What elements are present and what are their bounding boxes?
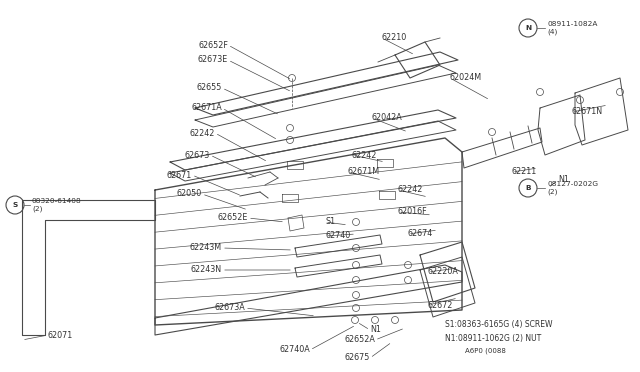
Text: 62652F: 62652F bbox=[198, 41, 228, 49]
Text: 62243M: 62243M bbox=[190, 244, 222, 253]
Text: 62740A: 62740A bbox=[279, 346, 310, 355]
Text: 62220A: 62220A bbox=[428, 267, 459, 276]
Text: 62242: 62242 bbox=[189, 128, 215, 138]
Text: 62674: 62674 bbox=[408, 230, 433, 238]
Text: 62673: 62673 bbox=[185, 151, 210, 160]
Text: 62675: 62675 bbox=[344, 353, 370, 362]
Text: 62211: 62211 bbox=[512, 167, 537, 176]
Text: 62740: 62740 bbox=[325, 231, 350, 241]
Text: 62042A: 62042A bbox=[372, 113, 403, 122]
Text: 08127-0202G
(2): 08127-0202G (2) bbox=[547, 181, 598, 195]
Text: 62242: 62242 bbox=[352, 151, 378, 160]
Text: 62050: 62050 bbox=[177, 189, 202, 199]
Text: 62652E: 62652E bbox=[218, 214, 248, 222]
Text: 62671N: 62671N bbox=[572, 108, 603, 116]
Text: 62210: 62210 bbox=[382, 33, 407, 42]
Text: 62243N: 62243N bbox=[191, 266, 222, 275]
Text: S1:08363-6165G (4) SCREW: S1:08363-6165G (4) SCREW bbox=[445, 320, 552, 329]
Text: 62671M: 62671M bbox=[348, 167, 380, 176]
Text: 62242: 62242 bbox=[398, 186, 424, 195]
Text: N1:08911-1062G (2) NUT: N1:08911-1062G (2) NUT bbox=[445, 334, 541, 343]
Text: N: N bbox=[525, 25, 531, 31]
Text: 08320-61408
(2): 08320-61408 (2) bbox=[32, 198, 82, 212]
Text: S1: S1 bbox=[325, 218, 335, 227]
Text: 62673A: 62673A bbox=[214, 304, 245, 312]
Text: 08911-1082A
(4): 08911-1082A (4) bbox=[547, 21, 597, 35]
Text: 62673E: 62673E bbox=[198, 55, 228, 64]
Text: A6P0 (0088: A6P0 (0088 bbox=[465, 348, 506, 355]
Text: S: S bbox=[12, 202, 18, 208]
Text: 62671: 62671 bbox=[167, 170, 192, 180]
Text: N1: N1 bbox=[558, 176, 569, 185]
Text: 62671A: 62671A bbox=[191, 103, 222, 112]
Text: 62016F: 62016F bbox=[398, 208, 428, 217]
Text: 62652A: 62652A bbox=[344, 336, 375, 344]
Text: B: B bbox=[525, 185, 531, 191]
Text: 62655: 62655 bbox=[196, 83, 222, 93]
Text: 62024M: 62024M bbox=[450, 74, 482, 83]
Text: N1: N1 bbox=[370, 326, 381, 334]
Text: 62071: 62071 bbox=[48, 330, 73, 340]
Text: 62672: 62672 bbox=[428, 301, 453, 310]
